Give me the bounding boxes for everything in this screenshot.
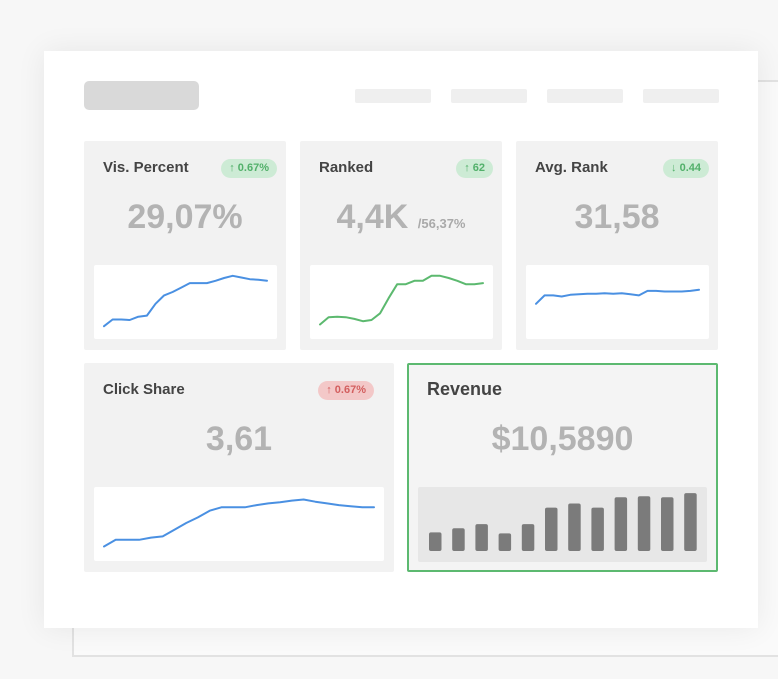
sparkline-svg	[319, 274, 484, 326]
revenue-bar	[521, 524, 535, 551]
bar-chart-svg	[429, 493, 697, 551]
nav-placeholder-3[interactable]	[547, 89, 623, 103]
change-badge: ↑ 0.67%	[318, 381, 374, 400]
card-title: Avg. Rank	[535, 159, 608, 176]
sparkline-svg	[535, 288, 700, 305]
trend-line	[103, 274, 268, 328]
nav-placeholder-4[interactable]	[643, 89, 719, 103]
change-badge: ↓ 0.44	[663, 159, 709, 178]
revenue-bar-chart	[418, 487, 707, 562]
title-placeholder	[84, 81, 199, 110]
sparkline-chart	[526, 265, 709, 339]
change-badge: ↑ 62	[456, 159, 493, 178]
metric-value: 31,58	[516, 198, 718, 237]
trend-line	[319, 274, 484, 326]
ranked-card[interactable]: Ranked ↑ 62 4,4K /56,37%	[300, 141, 502, 350]
sparkline-chart	[94, 487, 384, 561]
nav-placeholder-1[interactable]	[355, 89, 431, 103]
revenue-bar	[568, 503, 581, 551]
metric-number: 31,58	[574, 198, 660, 236]
revenue-bar	[429, 532, 442, 551]
card-title: Click Share	[103, 381, 185, 398]
trend-line	[103, 498, 375, 548]
metric-number: 4,4K	[336, 198, 409, 236]
metric-subvalue: /56,37%	[417, 216, 466, 231]
metric-value: $10,5890	[409, 420, 716, 459]
metric-value: 29,07%	[84, 198, 286, 237]
revenue-bar	[614, 497, 628, 551]
vis-percent-card[interactable]: Vis. Percent ↑ 0.67% 29,07%	[84, 141, 286, 350]
revenue-bar	[637, 496, 651, 551]
revenue-card[interactable]: Revenue $10,5890	[407, 363, 718, 572]
sparkline-chart	[94, 265, 277, 339]
dashboard-panel: Vis. Percent ↑ 0.67% 29,07% Ranked ↑ 62 …	[44, 51, 758, 628]
revenue-bar	[684, 493, 697, 551]
revenue-bar	[475, 524, 488, 551]
revenue-bar	[661, 497, 674, 551]
revenue-bar	[545, 507, 558, 551]
card-title: Ranked	[319, 159, 374, 176]
card-title: Vis. Percent	[103, 159, 189, 176]
sparkline-chart	[310, 265, 493, 339]
revenue-bar	[591, 507, 604, 551]
sparkline-svg	[103, 274, 268, 328]
trend-line	[535, 288, 700, 305]
revenue-bar	[452, 528, 465, 551]
click-share-card[interactable]: Click Share ↑ 0.67% 3,61	[84, 363, 394, 572]
metric-number: 29,07%	[127, 198, 243, 236]
metric-value: 4,4K /56,37%	[300, 198, 502, 237]
change-badge: ↑ 0.67%	[221, 159, 277, 178]
metric-value: 3,61	[84, 420, 394, 459]
metric-number: $10,5890	[491, 420, 634, 458]
card-title: Revenue	[427, 379, 503, 399]
metric-number: 3,61	[205, 420, 273, 458]
revenue-bar	[498, 533, 512, 551]
avg-rank-card[interactable]: Avg. Rank ↓ 0.44 31,58	[516, 141, 718, 350]
nav-placeholder-2[interactable]	[451, 89, 527, 103]
sparkline-svg	[103, 498, 375, 548]
